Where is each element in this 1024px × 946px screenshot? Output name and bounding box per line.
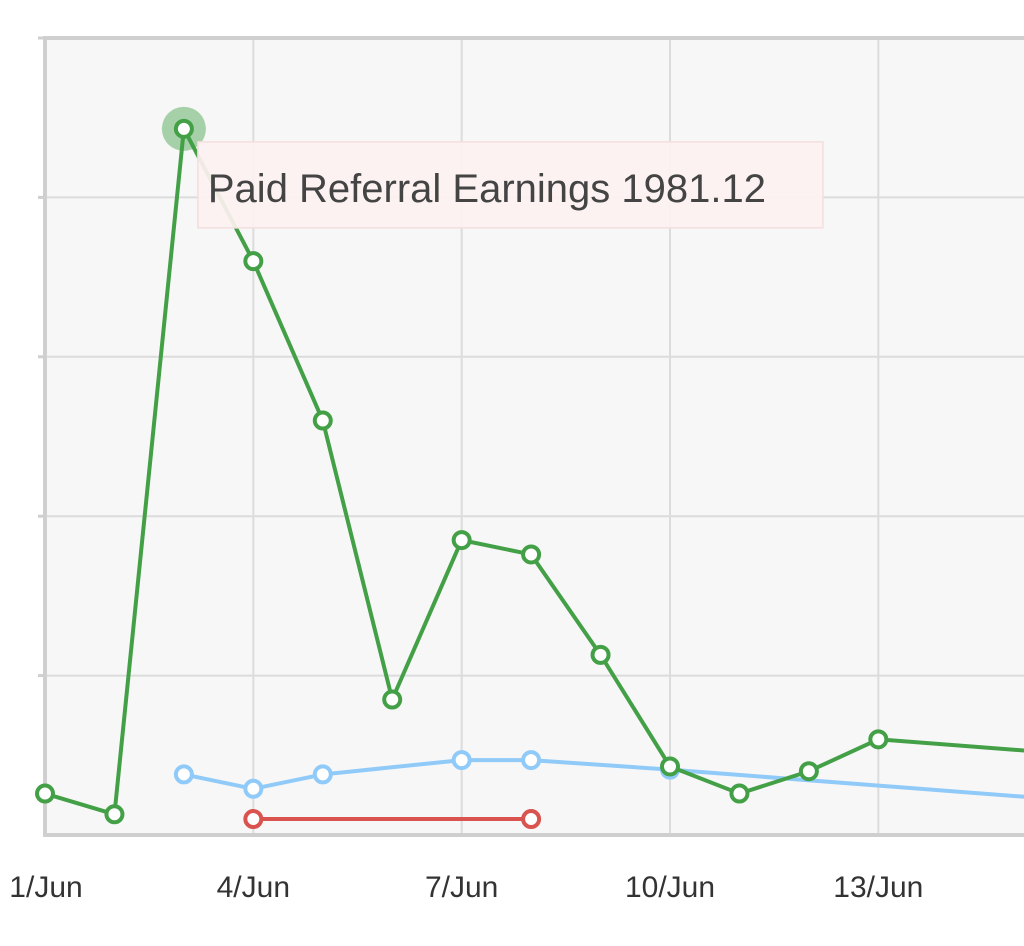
series-2 (243, 809, 542, 830)
data-point[interactable] (798, 761, 819, 782)
series-line (43, 126, 1024, 817)
data-point[interactable] (35, 783, 55, 804)
data-point[interactable] (729, 783, 750, 804)
tooltip-label: Paid Referral Earnings 1981.12 (208, 167, 766, 211)
data-point[interactable] (868, 729, 889, 750)
data-point[interactable] (521, 750, 542, 771)
data-point[interactable] (521, 809, 542, 830)
data-point[interactable] (312, 410, 333, 431)
data-point[interactable] (243, 809, 264, 830)
data-point[interactable] (173, 118, 194, 139)
data-point[interactable] (451, 530, 472, 551)
data-point[interactable] (451, 750, 472, 771)
data-point[interactable] (243, 778, 264, 799)
x-tick-label: 7/Jun (425, 871, 498, 904)
x-tick-label: 4/Jun (217, 871, 290, 904)
tooltip-box (197, 141, 824, 229)
x-tick-labels: 1/Jun 4/Jun 7/Jun 10/Jun 13/Jun (9, 871, 923, 904)
axes (38, 36, 1024, 837)
data-point[interactable] (243, 251, 264, 272)
tooltip: Paid Referral Earnings 1981.12 (197, 141, 824, 229)
data-point[interactable] (104, 804, 125, 825)
x-tick-label: 13/Jun (833, 871, 923, 904)
data-point[interactable] (312, 764, 333, 785)
data-point[interactable] (382, 689, 403, 710)
series-layer (35, 106, 1024, 830)
x-tick-label: 10/Jun (625, 871, 715, 904)
x-tick-label: 1/Jun (9, 871, 82, 904)
data-point[interactable] (590, 644, 611, 665)
data-point[interactable] (173, 764, 194, 785)
series-0 (35, 106, 1024, 825)
data-point[interactable] (660, 756, 680, 777)
data-point[interactable] (521, 544, 542, 565)
